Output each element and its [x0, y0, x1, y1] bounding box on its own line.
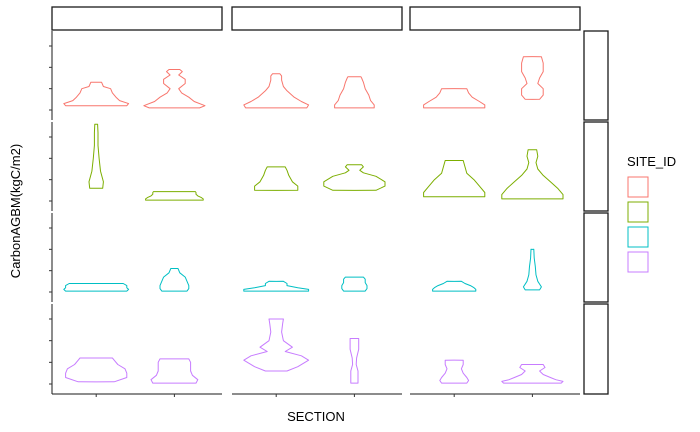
- facet-strip-row-RGI: [583, 303, 609, 395]
- violin-GNP-1-Inner: [145, 191, 204, 201]
- violin-MAC-3-Edge: [432, 280, 477, 292]
- violin-MAC-2-Inner: [341, 276, 368, 292]
- facet-strip-col-3: [409, 6, 581, 31]
- legend-key-GNP: [627, 201, 649, 223]
- x-axis-title: SECTION: [287, 409, 345, 424]
- violin-MAC-1-Inner: [159, 268, 190, 292]
- facet-strip-col-2: [231, 6, 403, 31]
- violin-GNP-3-Edge: [423, 159, 486, 198]
- legend: [627, 176, 649, 273]
- facet-strip-row-FLS: [583, 30, 609, 121]
- facet-row-strips: [583, 30, 609, 395]
- violin-GNP-3-Inner: [501, 149, 564, 200]
- violin-RGI-1-Edge: [65, 357, 128, 383]
- violin-GNP-1-Edge: [88, 123, 104, 189]
- x-axes: [52, 393, 580, 397]
- violin-marks: [63, 56, 564, 384]
- facet-strip-row-GNP: [583, 121, 609, 212]
- violin-MAC-2-Edge: [243, 280, 310, 292]
- legend-key-FLS: [627, 176, 649, 198]
- violin-MAC-3-Inner: [522, 248, 542, 291]
- violin-MAC-1-Edge: [63, 282, 130, 292]
- y-axes: [49, 31, 53, 394]
- violin-FLS-2-Inner: [334, 76, 375, 109]
- violin-FLS-3-Inner: [521, 56, 544, 100]
- violin-RGI-3-Edge: [439, 359, 470, 384]
- violin-FLS-2-Edge: [243, 73, 310, 109]
- violin-FLS-1-Edge: [63, 81, 130, 107]
- violin-RGI-1-Inner: [150, 358, 199, 384]
- violin-FLS-3-Edge: [423, 88, 486, 109]
- violin-RGI-3-Inner: [501, 364, 564, 384]
- facet-column-strips: [51, 6, 581, 31]
- facet-strip-col-1: [51, 6, 223, 31]
- violin-RGI-2-Edge: [243, 318, 310, 372]
- legend-key-MAC: [627, 226, 649, 248]
- legend-title: SITE_ID: [627, 154, 676, 169]
- legend-key-RGI: [627, 251, 649, 273]
- violin-RGI-2-Inner: [349, 338, 360, 384]
- y-axis-title: CarbonAGBM(kgC/m2): [8, 144, 23, 278]
- facet-strip-row-MAC: [583, 212, 609, 303]
- violin-FLS-1-Inner: [143, 68, 206, 109]
- violin-GNP-2-Edge: [254, 166, 299, 191]
- violin-GNP-2-Inner: [323, 164, 386, 191]
